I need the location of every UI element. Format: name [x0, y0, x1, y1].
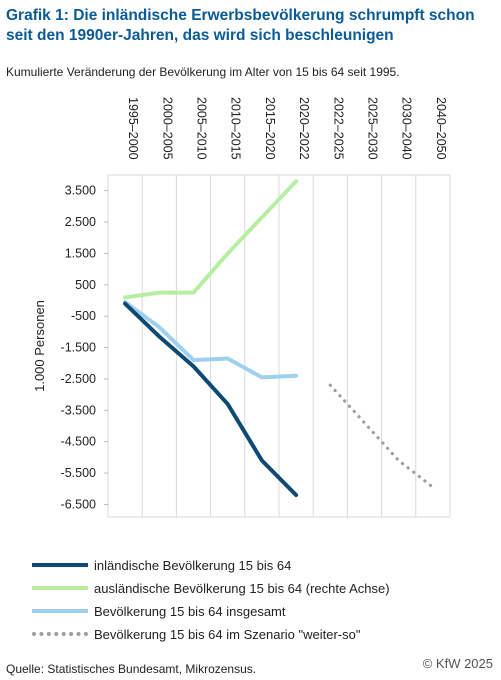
y-tick-label: -500 — [71, 309, 96, 323]
x-tick-label: 2025–2030 — [366, 97, 380, 160]
x-tick-label: 2015–2020 — [263, 97, 277, 160]
series-line-1 — [123, 301, 299, 498]
y-tick-label: 1.500 — [65, 246, 96, 260]
y-tick-label: -6.500 — [61, 497, 96, 511]
legend-item: inländische Bevölkerung 15 bis 64 — [32, 555, 390, 575]
y-tick-label: -2.500 — [61, 372, 96, 386]
legend-swatch — [32, 586, 88, 590]
copyright-note: © KfW 2025 — [422, 656, 493, 671]
chart-subtitle: Kumulierte Veränderung der Bevölkerung i… — [6, 65, 400, 79]
chart-title: Grafik 1: Die inländische Erwerbsbevölke… — [6, 7, 475, 44]
legend-item: Bevölkerung 15 bis 64 insgesamt — [32, 601, 390, 621]
series-line-2 — [123, 179, 299, 300]
x-tick-label: 2040–2050 — [434, 97, 448, 160]
x-tick-label: 2005–2010 — [195, 97, 209, 160]
y-tick-label: 500 — [75, 278, 96, 292]
x-tick-label: 2020–2022 — [297, 97, 311, 160]
x-tick-label: 2030–2040 — [400, 97, 414, 160]
legend-label: Bevölkerung 15 bis 64 insgesamt — [94, 603, 286, 619]
chart-legend: inländische Bevölkerung 15 bis 64 ausländ… — [32, 555, 390, 647]
y-tick-label: -5.500 — [61, 466, 96, 480]
legend-label: inländische Bevölkerung 15 bis 64 — [94, 557, 292, 573]
series-line-3 — [123, 300, 299, 380]
source-note: Quelle: Statistisches Bundesamt, Mikroze… — [6, 662, 257, 676]
x-tick-label: 1995–2000 — [126, 97, 140, 160]
y-tick-label: -3.500 — [61, 403, 96, 417]
y-tick-label: 3.500 — [65, 184, 96, 198]
legend-swatch — [32, 563, 88, 567]
legend-label: ausländische Bevölkerung 15 bis 64 (rech… — [94, 580, 390, 596]
y-tick-label: -4.500 — [61, 435, 96, 449]
y-axis-label: 1.000 Personen — [32, 300, 47, 392]
legend-item: Bevölkerung 15 bis 64 im Szenario "weite… — [32, 624, 390, 644]
x-tick-label: 2022–2025 — [331, 97, 345, 160]
y-tick-label: -1.500 — [61, 341, 96, 355]
y-tick-label: 2.500 — [65, 215, 96, 229]
legend-label: Bevölkerung 15 bis 64 im Szenario "weite… — [94, 626, 361, 642]
legend-item: ausländische Bevölkerung 15 bis 64 (rech… — [32, 578, 390, 598]
legend-swatch — [32, 609, 88, 613]
line-chart: 1995–2000 2000–2005 2005–2010 2010–2015 2015… — [32, 97, 451, 518]
legend-swatch — [32, 632, 88, 636]
x-tick-label: 2000–2005 — [160, 97, 174, 160]
x-tick-label: 2010–2015 — [229, 97, 243, 160]
